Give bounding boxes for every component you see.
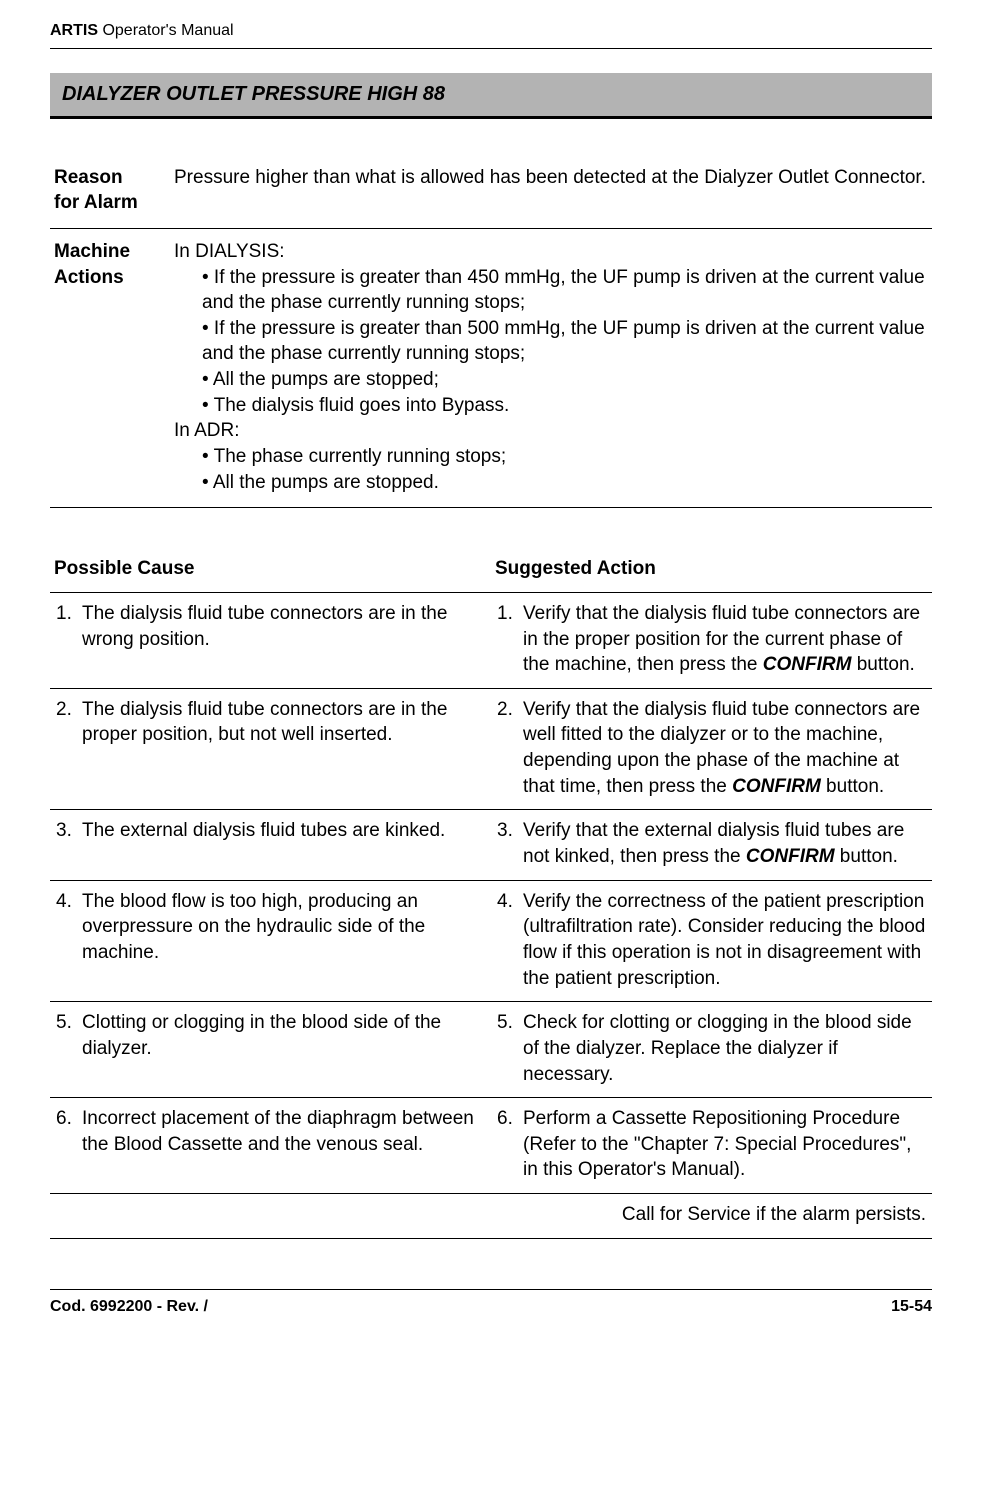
cause-item: 4.The blood flow is too high, producing … bbox=[56, 889, 485, 966]
page-footer: Cod. 6992200 - Rev. / 15-54 bbox=[50, 1289, 932, 1318]
action-pre: Check for clotting or clogging in the bl… bbox=[523, 1012, 912, 1084]
reason-label: Reason for Alarm bbox=[50, 155, 170, 229]
cause-item: 6.Incorrect placement of the diaphragm b… bbox=[56, 1106, 485, 1157]
action-pre: Verify the correctness of the patient pr… bbox=[523, 891, 925, 989]
table-row: 1.The dialysis fluid tube connectors are… bbox=[50, 592, 932, 688]
cause-item: 3.The external dialysis fluid tubes are … bbox=[56, 818, 485, 844]
col-action: Suggested Action bbox=[491, 548, 932, 592]
action-bold: CONFIRM bbox=[746, 846, 835, 867]
dialysis-bullet: • If the pressure is greater than 450 mm… bbox=[174, 265, 928, 316]
action-num: 4. bbox=[497, 889, 523, 992]
action-item: 6.Perform a Cassette Repositioning Proce… bbox=[497, 1106, 926, 1183]
action-item: 3.Verify that the external dialysis flui… bbox=[497, 818, 926, 869]
service-row: Call for Service if the alarm persists. bbox=[50, 1194, 932, 1239]
action-text: Verify that the dialysis fluid tube conn… bbox=[523, 601, 926, 678]
action-num: 6. bbox=[497, 1106, 523, 1183]
action-item: 1.Verify that the dialysis fluid tube co… bbox=[497, 601, 926, 678]
cause-text: The dialysis fluid tube connectors are i… bbox=[82, 697, 485, 748]
cause-num: 4. bbox=[56, 889, 82, 966]
action-item: 5.Check for clotting or clogging in the … bbox=[497, 1010, 926, 1087]
actions-label: Machine Actions bbox=[50, 228, 170, 507]
action-num: 1. bbox=[497, 601, 523, 678]
actions-row: Machine Actions In DIALYSIS: • If the pr… bbox=[50, 228, 932, 507]
actions-label-l2: Actions bbox=[54, 267, 124, 288]
causes-table: Possible Cause Suggested Action 1.The di… bbox=[50, 548, 932, 1238]
adr-heading: In ADR: bbox=[174, 418, 928, 444]
action-text: Verify the correctness of the patient pr… bbox=[523, 889, 926, 992]
dialysis-heading: In DIALYSIS: bbox=[174, 239, 928, 265]
cause-text: The blood flow is too high, producing an… bbox=[82, 889, 485, 966]
action-item: 2.Verify that the dialysis fluid tube co… bbox=[497, 697, 926, 800]
reason-text: Pressure higher than what is allowed has… bbox=[170, 155, 932, 229]
action-num: 5. bbox=[497, 1010, 523, 1087]
action-post: button. bbox=[851, 654, 914, 675]
action-text: Verify that the external dialysis fluid … bbox=[523, 818, 926, 869]
action-text: Check for clotting or clogging in the bl… bbox=[523, 1010, 926, 1087]
product-name-rest: Operator's Manual bbox=[98, 22, 234, 39]
action-post: button. bbox=[821, 776, 884, 797]
action-num: 2. bbox=[497, 697, 523, 800]
action-text: Verify that the dialysis fluid tube conn… bbox=[523, 697, 926, 800]
action-item: 4.Verify the correctness of the patient … bbox=[497, 889, 926, 992]
table-row: 3.The external dialysis fluid tubes are … bbox=[50, 810, 932, 880]
cause-item: 2.The dialysis fluid tube connectors are… bbox=[56, 697, 485, 748]
cause-num: 2. bbox=[56, 697, 82, 748]
cause-item: 5.Clotting or clogging in the blood side… bbox=[56, 1010, 485, 1061]
table-row: 5.Clotting or clogging in the blood side… bbox=[50, 1002, 932, 1098]
alarm-title-bar: DIALYZER OUTLET PRESSURE HIGH 88 bbox=[50, 73, 932, 119]
dialysis-bullet: • If the pressure is greater than 500 mm… bbox=[174, 316, 928, 367]
action-num: 3. bbox=[497, 818, 523, 869]
table-row: 4.The blood flow is too high, producing … bbox=[50, 880, 932, 1002]
action-bold: CONFIRM bbox=[732, 776, 821, 797]
product-name-bold: ARTIS bbox=[50, 22, 98, 39]
table-row: 2.The dialysis fluid tube connectors are… bbox=[50, 688, 932, 810]
action-text: Perform a Cassette Repositioning Procedu… bbox=[523, 1106, 926, 1183]
cause-text: Clotting or clogging in the blood side o… bbox=[82, 1010, 485, 1061]
action-bold: CONFIRM bbox=[763, 654, 852, 675]
reason-row: Reason for Alarm Pressure higher than wh… bbox=[50, 155, 932, 229]
cause-num: 1. bbox=[56, 601, 82, 652]
cause-num: 6. bbox=[56, 1106, 82, 1157]
reason-label-l1: Reason bbox=[54, 167, 123, 188]
actions-label-l1: Machine bbox=[54, 241, 130, 262]
cause-text: The external dialysis fluid tubes are ki… bbox=[82, 818, 485, 844]
dialysis-bullet: • All the pumps are stopped; bbox=[174, 367, 928, 393]
adr-bullet: • The phase currently running stops; bbox=[174, 444, 928, 470]
cause-text: Incorrect placement of the diaphragm bet… bbox=[82, 1106, 485, 1157]
page-header: ARTIS Operator's Manual bbox=[50, 20, 932, 49]
service-text: Call for Service if the alarm persists. bbox=[491, 1194, 932, 1239]
adr-bullet: • All the pumps are stopped. bbox=[174, 470, 928, 496]
table-row: 6.Incorrect placement of the diaphragm b… bbox=[50, 1098, 932, 1194]
action-post: button. bbox=[835, 846, 898, 867]
col-cause: Possible Cause bbox=[50, 548, 491, 592]
cause-item: 1.The dialysis fluid tube connectors are… bbox=[56, 601, 485, 652]
cause-num: 5. bbox=[56, 1010, 82, 1061]
actions-body: In DIALYSIS: • If the pressure is greate… bbox=[170, 228, 932, 507]
footer-page: 15-54 bbox=[891, 1296, 932, 1318]
info-table: Reason for Alarm Pressure higher than wh… bbox=[50, 155, 932, 509]
reason-label-l2: for Alarm bbox=[54, 192, 138, 213]
cause-text: The dialysis fluid tube connectors are i… bbox=[82, 601, 485, 652]
footer-code: Cod. 6992200 - Rev. / bbox=[50, 1296, 208, 1318]
dialysis-bullet: • The dialysis fluid goes into Bypass. bbox=[174, 393, 928, 419]
causes-header-row: Possible Cause Suggested Action bbox=[50, 548, 932, 592]
action-pre: Perform a Cassette Repositioning Procedu… bbox=[523, 1108, 911, 1180]
cause-num: 3. bbox=[56, 818, 82, 844]
